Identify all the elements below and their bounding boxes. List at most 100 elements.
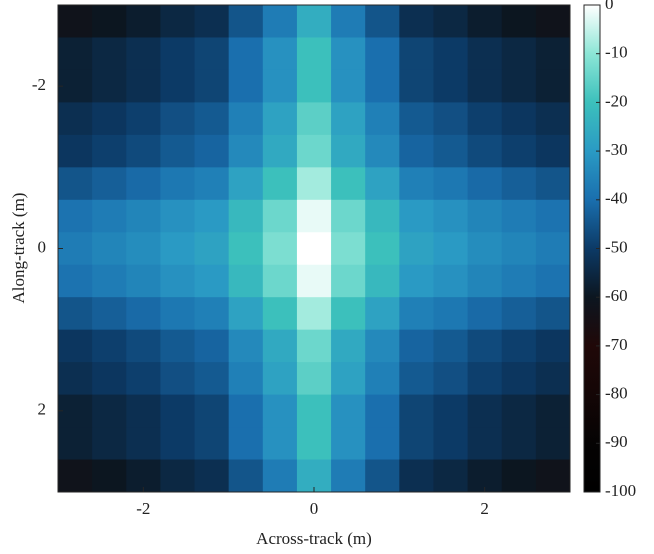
- heatmap-cell: [501, 199, 537, 233]
- heatmap-cell: [365, 264, 400, 298]
- heatmap-cell: [331, 134, 366, 168]
- heatmap-cell: [433, 329, 469, 363]
- heatmap-cell: [433, 362, 469, 396]
- heatmap-cell: [467, 394, 503, 428]
- colorbar-tick-label: 0: [605, 0, 614, 13]
- heatmap-cell: [399, 329, 434, 363]
- heatmap-cell: [399, 459, 434, 493]
- heatmap-cell: [228, 264, 264, 298]
- heatmap-cell: [501, 394, 537, 428]
- heatmap-cell: [160, 264, 196, 298]
- heatmap-cell: [228, 427, 264, 461]
- heatmap-cell: [194, 167, 230, 201]
- heatmap-cell: [58, 394, 93, 428]
- heatmap-cell: [365, 5, 400, 38]
- heatmap-cell: [228, 297, 264, 331]
- heatmap-cell: [501, 297, 537, 331]
- heatmap-cell: [194, 394, 230, 428]
- heatmap-cell: [433, 427, 469, 461]
- heatmap-cell: [58, 427, 93, 461]
- heatmap-cell: [399, 199, 434, 233]
- heatmap-cell: [433, 394, 469, 428]
- heatmap-cell: [535, 69, 571, 103]
- heatmap-cell: [126, 199, 161, 233]
- x-tick-label: 2: [480, 499, 489, 518]
- heatmap-cell: [126, 102, 161, 136]
- heatmap-cell: [535, 199, 571, 233]
- heatmap-cell: [296, 69, 332, 103]
- heatmap-cell: [365, 232, 400, 266]
- heatmap-cell: [399, 5, 434, 38]
- heatmap-cell: [262, 297, 298, 331]
- heatmap-cell: [126, 69, 161, 103]
- heatmap-cell: [160, 5, 196, 38]
- heatmap-cell: [228, 102, 264, 136]
- heatmap-cell: [331, 394, 366, 428]
- heatmap-cell: [58, 167, 93, 201]
- heatmap-cell: [433, 37, 469, 71]
- colorbar-tick-label: -80: [605, 384, 628, 403]
- heatmap-cell: [126, 167, 161, 201]
- heatmap-cell: [296, 297, 332, 331]
- heatmap-cell: [467, 102, 503, 136]
- heatmap-cell: [296, 264, 332, 298]
- heatmap-cell: [262, 69, 298, 103]
- heatmap-cell: [535, 394, 571, 428]
- heatmap-cell: [501, 167, 537, 201]
- heatmap-cell: [467, 297, 503, 331]
- heatmap-cell: [58, 199, 93, 233]
- heatmap-cell: [296, 394, 332, 428]
- heatmap-cell: [399, 69, 434, 103]
- heatmap-cell: [126, 394, 161, 428]
- heatmap-cell: [535, 134, 571, 168]
- heatmap-cell: [126, 232, 161, 266]
- heatmap-cell: [92, 297, 127, 331]
- heatmap-cell: [160, 362, 196, 396]
- heatmap-cell: [433, 232, 469, 266]
- heatmap-cell: [92, 102, 127, 136]
- heatmap-cell: [262, 37, 298, 71]
- heatmap-cell: [92, 134, 127, 168]
- heatmap-cell: [331, 297, 366, 331]
- heatmap-cell: [58, 329, 93, 363]
- heatmap-cell: [331, 329, 366, 363]
- heatmap-cell: [365, 37, 400, 71]
- heatmap-cell: [433, 102, 469, 136]
- heatmap-cell: [160, 427, 196, 461]
- heatmap-cell: [126, 37, 161, 71]
- heatmap-cell: [58, 264, 93, 298]
- heatmap-cell: [228, 5, 264, 38]
- heatmap-cell: [365, 329, 400, 363]
- heatmap-cell: [160, 102, 196, 136]
- heatmap-cell: [58, 297, 93, 331]
- colorbar-tick-label: -30: [605, 140, 628, 159]
- heatmap-cell: [194, 199, 230, 233]
- heatmap-cell: [194, 264, 230, 298]
- heatmap-cell: [92, 362, 127, 396]
- heatmap-cell: [331, 199, 366, 233]
- heatmap-cell: [296, 232, 332, 266]
- heatmap-cell: [194, 232, 230, 266]
- heatmap-cell: [160, 297, 196, 331]
- heatmap-cell: [433, 69, 469, 103]
- heatmap-cell: [194, 37, 230, 71]
- heatmap-cell: [331, 264, 366, 298]
- heatmap-cell: [58, 69, 93, 103]
- heatmap-cell: [160, 69, 196, 103]
- heatmap-cell: [160, 134, 196, 168]
- heatmap-cell: [331, 459, 366, 493]
- colorbar-tick-label: -100: [605, 481, 636, 500]
- colorbar-tick-label: -40: [605, 189, 628, 208]
- heatmap-cell: [194, 427, 230, 461]
- heatmap-cell: [262, 329, 298, 363]
- heatmap-cell: [501, 5, 537, 38]
- heatmap-cell: [535, 37, 571, 71]
- heatmap-cell: [501, 102, 537, 136]
- heatmap-cell: [535, 297, 571, 331]
- heatmap-cell: [535, 329, 571, 363]
- heatmap-cell: [399, 167, 434, 201]
- heatmap-cell: [535, 427, 571, 461]
- heatmap-cell: [262, 5, 298, 38]
- colorbar-tick-label: -50: [605, 237, 628, 256]
